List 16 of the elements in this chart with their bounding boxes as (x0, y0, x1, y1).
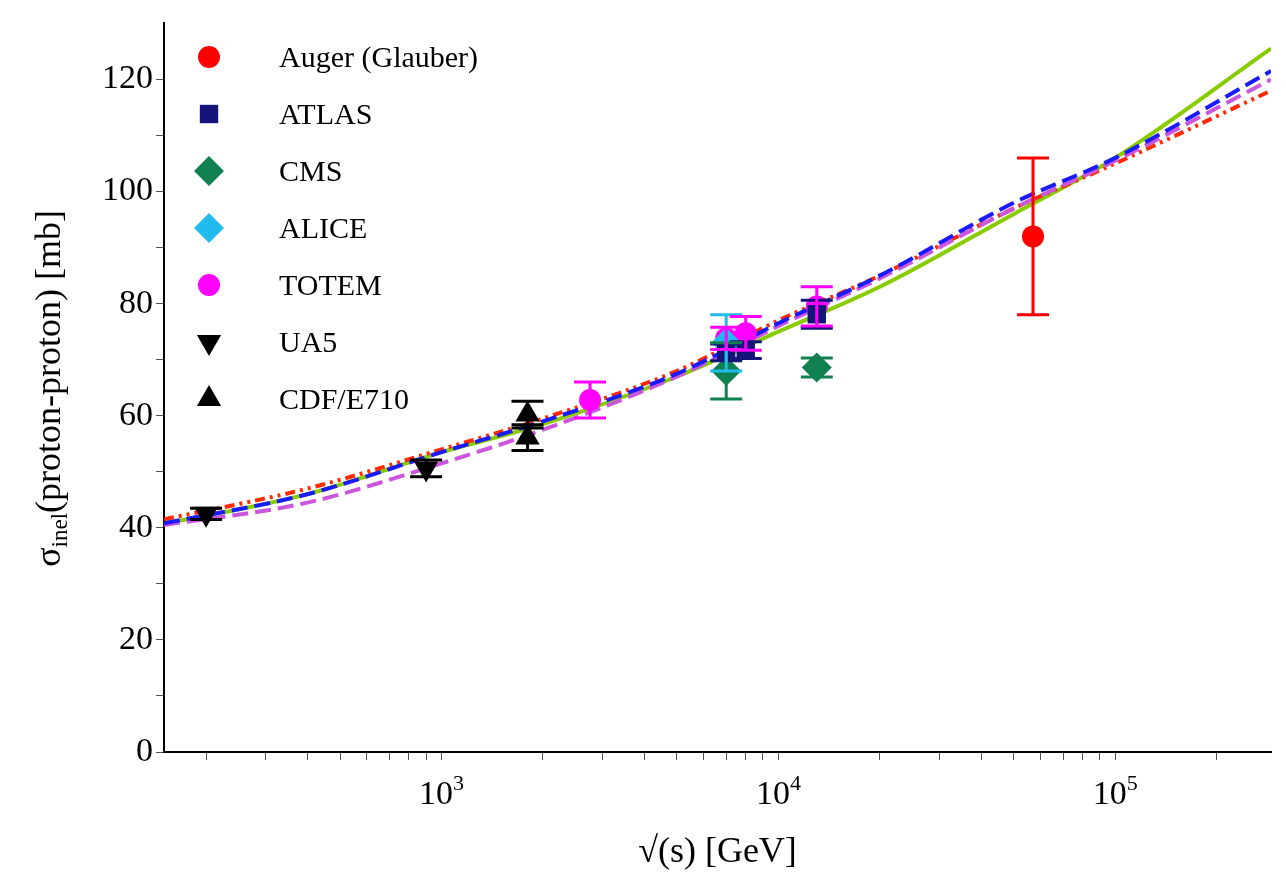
legend-label: TOTEM (279, 267, 382, 302)
legend-label: ATLAS (279, 96, 373, 131)
y-tick-label: 120 (102, 58, 153, 96)
y-tick-label: 60 (119, 394, 153, 432)
legend-label: UA5 (279, 324, 338, 359)
x-axis-title: √(s) [GeV] (638, 830, 797, 870)
y-tick-label: 20 (119, 618, 153, 656)
y-tick-label: 100 (102, 170, 153, 208)
legend-label: CDF/E710 (279, 381, 410, 416)
y-axis-title: σinel(proton-proton) [mb] (28, 210, 73, 567)
legend-label: Auger (Glauber) (279, 39, 479, 74)
y-tick-label: 40 (119, 506, 153, 544)
y-tick-label: 0 (136, 730, 153, 768)
legend-label: CMS (279, 153, 343, 188)
legend-label: ALICE (279, 210, 368, 245)
y-tick-label: 80 (119, 282, 153, 320)
